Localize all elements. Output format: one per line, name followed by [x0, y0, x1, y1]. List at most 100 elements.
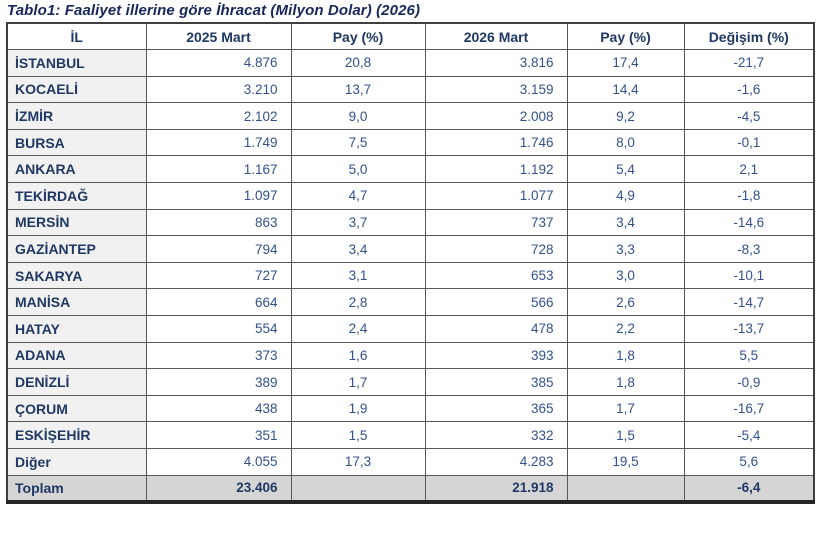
share-2025-cell: 2,4 [290, 315, 426, 343]
change-cell: -8,3 [683, 235, 815, 263]
value-2026-cell: 2.008 [424, 102, 568, 130]
share-2025-cell: 7,5 [290, 128, 426, 157]
table-row: DENİZLİ 389 1,7 385 1,8 -0,9 [6, 368, 815, 396]
table-row: MANİSA 664 2,8 566 2,6 -14,7 [6, 288, 815, 317]
table-row: ANKARA 1.167 5,0 1.192 5,4 2,1 [6, 155, 815, 184]
province-cell: İZMİR [6, 102, 147, 130]
column-header-2026-mart: 2026 Mart [424, 22, 568, 51]
value-2026-cell: 566 [424, 288, 568, 317]
share-2025-cell: 17,3 [290, 448, 426, 476]
value-2026-cell: 3.816 [424, 49, 568, 77]
value-2025-cell: 4.876 [145, 49, 292, 77]
value-2025-cell: 389 [145, 368, 292, 396]
share-2026-cell: 17,4 [566, 49, 685, 77]
value-2026-cell: 478 [424, 315, 568, 343]
table-header-row: İL 2025 Mart Pay (%) 2026 Mart Pay (%) D… [6, 22, 815, 51]
value-2026-cell: 737 [424, 208, 568, 237]
province-cell: ANKARA [6, 155, 147, 184]
value-2025-cell: 554 [145, 315, 292, 343]
change-cell: -21,7 [683, 49, 815, 77]
share-2025-cell: 1,6 [290, 341, 426, 370]
value-2026-cell: 385 [424, 368, 568, 396]
change-cell: -14,6 [683, 208, 815, 237]
table-row: ADANA 373 1,6 393 1,8 5,5 [6, 341, 815, 370]
export-by-province-table: İL 2025 Mart Pay (%) 2026 Mart Pay (%) D… [6, 22, 815, 504]
change-cell: -1,6 [683, 75, 815, 104]
share-2025-cell: 2,8 [290, 288, 426, 317]
change-cell: -1,8 [683, 182, 815, 210]
share-2026-cell: 3,3 [566, 235, 685, 263]
share-2026-cell: 4,9 [566, 182, 685, 210]
share-2025-cell: 5,0 [290, 155, 426, 184]
change-cell: -5,4 [683, 421, 815, 449]
province-cell: HATAY [6, 315, 147, 343]
share-2025-cell [290, 474, 426, 503]
share-2025-cell: 1,7 [290, 368, 426, 396]
value-2025-cell: 1.749 [145, 128, 292, 157]
table-row: Toplam 23.406 21.918 -6,4 [6, 474, 815, 503]
province-cell: TEKİRDAĞ [6, 182, 147, 210]
province-cell: KOCAELİ [6, 75, 147, 104]
change-cell: -6,4 [683, 474, 815, 503]
value-2026-cell: 3.159 [424, 75, 568, 104]
province-cell: Diğer [6, 448, 147, 476]
share-2026-cell: 19,5 [566, 448, 685, 476]
share-2026-cell: 5,4 [566, 155, 685, 184]
share-2026-cell: 3,4 [566, 208, 685, 237]
value-2025-cell: 4.055 [145, 448, 292, 476]
province-cell: Toplam [6, 474, 147, 503]
column-header-pay-2025: Pay (%) [290, 22, 426, 51]
value-2026-cell: 21.918 [424, 474, 568, 503]
value-2026-cell: 1.746 [424, 128, 568, 157]
province-cell: ÇORUM [6, 394, 147, 423]
table-row: İSTANBUL 4.876 20,8 3.816 17,4 -21,7 [6, 49, 815, 77]
value-2025-cell: 2.102 [145, 102, 292, 130]
change-cell: -14,7 [683, 288, 815, 317]
value-2026-cell: 1.077 [424, 182, 568, 210]
share-2026-cell: 1,5 [566, 421, 685, 449]
share-2025-cell: 20,8 [290, 49, 426, 77]
province-cell: DENİZLİ [6, 368, 147, 396]
table-row: BURSA 1.749 7,5 1.746 8,0 -0,1 [6, 128, 815, 157]
change-cell: -0,1 [683, 128, 815, 157]
province-cell: GAZİANTEP [6, 235, 147, 263]
value-2025-cell: 863 [145, 208, 292, 237]
table-body: İSTANBUL 4.876 20,8 3.816 17,4 -21,7 KOC… [6, 49, 815, 503]
value-2025-cell: 794 [145, 235, 292, 263]
change-cell: -4,5 [683, 102, 815, 130]
share-2026-cell: 14,4 [566, 75, 685, 104]
change-cell: -13,7 [683, 315, 815, 343]
share-2026-cell [566, 474, 685, 503]
share-2025-cell: 3,4 [290, 235, 426, 263]
table-row: SAKARYA 727 3,1 653 3,0 -10,1 [6, 261, 815, 290]
share-2026-cell: 8,0 [566, 128, 685, 157]
share-2025-cell: 1,5 [290, 421, 426, 449]
share-2026-cell: 1,8 [566, 368, 685, 396]
table-row: KOCAELİ 3.210 13,7 3.159 14,4 -1,6 [6, 75, 815, 104]
column-header-degisim: Değişim (%) [683, 22, 815, 51]
table-row: MERSİN 863 3,7 737 3,4 -14,6 [6, 208, 815, 237]
change-cell: 5,5 [683, 341, 815, 370]
province-cell: MANİSA [6, 288, 147, 317]
value-2026-cell: 728 [424, 235, 568, 263]
change-cell: -16,7 [683, 394, 815, 423]
table-row: TEKİRDAĞ 1.097 4,7 1.077 4,9 -1,8 [6, 182, 815, 210]
province-cell: İSTANBUL [6, 49, 147, 77]
value-2025-cell: 373 [145, 341, 292, 370]
table-row: İZMİR 2.102 9,0 2.008 9,2 -4,5 [6, 102, 815, 130]
value-2025-cell: 438 [145, 394, 292, 423]
value-2026-cell: 332 [424, 421, 568, 449]
value-2026-cell: 4.283 [424, 448, 568, 476]
value-2026-cell: 1.192 [424, 155, 568, 184]
share-2026-cell: 2,6 [566, 288, 685, 317]
province-cell: ADANA [6, 341, 147, 370]
change-cell: 5,6 [683, 448, 815, 476]
value-2026-cell: 365 [424, 394, 568, 423]
value-2025-cell: 23.406 [145, 474, 292, 503]
column-header-2025-mart: 2025 Mart [145, 22, 292, 51]
share-2025-cell: 3,7 [290, 208, 426, 237]
share-2026-cell: 9,2 [566, 102, 685, 130]
share-2025-cell: 9,0 [290, 102, 426, 130]
table-row: ÇORUM 438 1,9 365 1,7 -16,7 [6, 394, 815, 423]
